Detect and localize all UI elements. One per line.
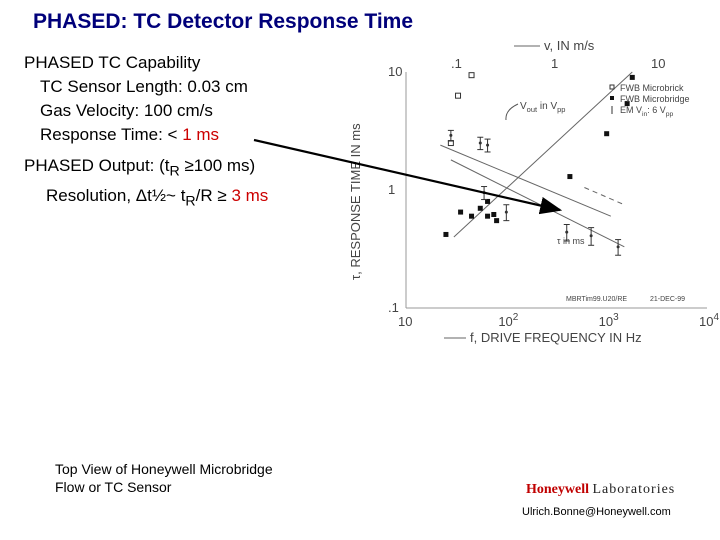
phased-output-text: PHASED Output: (t [24,156,170,175]
x-tick-label: 102 [498,312,518,329]
microbridge-point [458,209,464,215]
legend-em-part-2: : 6 V [647,105,666,115]
vout-annotation-part-2: in V [537,101,557,112]
y-tick-label: .1 [388,300,399,315]
em-point [589,234,593,238]
x-tick-exp: 2 [513,312,519,323]
legend-em-part-3: pp [666,111,674,118]
chart-id-label: MBRTim99.U20/RE [566,296,627,303]
microbridge-point [494,218,500,224]
resolution-sub: R [185,193,196,210]
vout-line [440,144,612,217]
microbrick-point [455,92,462,99]
resolution-half: ½ [151,186,167,205]
x-axis-label: f, DRIVE FREQUENCY IN Hz [470,330,642,345]
microbridge-point [485,213,491,219]
em-point [449,133,453,137]
resolution-text: Resolution, Δt [46,186,152,205]
y-axis-label: τ, RESPONSE TIME IN ms [348,123,363,280]
y-tick-label: 10 [388,64,402,79]
em-point [565,230,569,234]
microbridge-point [604,131,610,137]
top-axis-label: v, IN m/s [544,38,595,53]
legend-microbridge: FWB Microbridge [620,94,690,104]
x-tick-label: 104 [699,312,719,329]
response-time-arrow [253,138,563,215]
vout-annotation-part-1: out [527,105,538,114]
microbridge-point [443,231,449,237]
em-point [478,141,482,145]
response-time-label: Response Time: < [40,125,183,144]
phased-output: PHASED Output: (tR ≥100 ms) [24,156,255,181]
x-tick-exp: 3 [613,312,619,323]
x-tick-base: 10 [699,314,713,329]
top-tick-label: .1 [451,56,462,71]
microbridge-point [491,211,497,217]
resolution: Resolution, Δt½~ tR/R ≥ 3 ms [46,186,268,211]
top-tick-label: 1 [551,56,558,71]
em-point [482,191,486,195]
phased-output-sub: R [169,163,180,180]
microbrick-point [468,72,475,79]
em-point [486,143,490,147]
microbridge-point [469,213,475,219]
capability-heading: PHASED TC Capability [24,53,201,72]
y-tick-label: 1 [388,182,395,197]
microbridge-point [485,198,491,204]
contact-email: Ulrich.Bonne@Honeywell.com [522,506,671,518]
legend-em-part-1: in [642,111,647,118]
microbridge-point [477,205,483,211]
top-tick-label: 10 [651,56,665,71]
brand-name: Honeywell [526,482,589,497]
em-point [616,245,620,249]
caption-line-2: Flow or TC Sensor [55,479,172,495]
chart-date-label: 21-DEC-99 [650,296,685,303]
honeywell-logo: Honeywell Laboratories [526,482,675,498]
resolution-value: 3 ms [231,186,269,205]
resolution-text3: /R ≥ [195,186,232,205]
response-time: Response Time: < 1 ms [40,125,219,145]
vout-pointer [505,103,519,121]
vout-annotation-part-0: V [520,101,527,112]
x-tick-label: 10 [398,314,412,329]
microbridge-point [629,74,635,80]
tau-dash [584,187,625,206]
legend-microbrick-marker [609,84,615,90]
gas-velocity: Gas Velocity: 100 cm/s [40,101,213,120]
tau-line [450,159,625,248]
microbridge-point [567,174,573,180]
legend-em-part-0: EM V [620,105,642,115]
em-point [504,210,508,214]
legend-microbridge-marker [610,96,614,100]
microbrick-point [447,140,454,147]
page-title: PHASED: TC Detector Response Time [33,10,414,33]
legend-em: EM Vin: 6 Vpp [620,105,674,118]
vout-annotation-part-3: pp [557,105,565,114]
caption-line-1: Top View of Honeywell Microbridge [55,461,273,477]
x-tick-label: 103 [599,312,619,329]
response-time-value: 1 ms [182,125,220,144]
x-tick-exp: 4 [713,312,719,323]
phased-output-text2: ≥100 ms) [179,156,256,175]
x-tick-base: 10 [498,314,512,329]
vout-annotation: Vout in Vpp [520,101,565,114]
tau-annotation: τ in ms [557,236,585,246]
legend-microbrick: FWB Microbrick [620,83,684,93]
sensor-length: TC Sensor Length: 0.03 cm [40,77,248,96]
brand-suffix: Laboratories [592,482,676,497]
resolution-text2: ~ t [166,186,186,205]
x-tick-base: 10 [398,314,412,329]
x-tick-base: 10 [599,314,613,329]
microbridge-point [624,101,630,107]
velocity-line [453,71,633,238]
